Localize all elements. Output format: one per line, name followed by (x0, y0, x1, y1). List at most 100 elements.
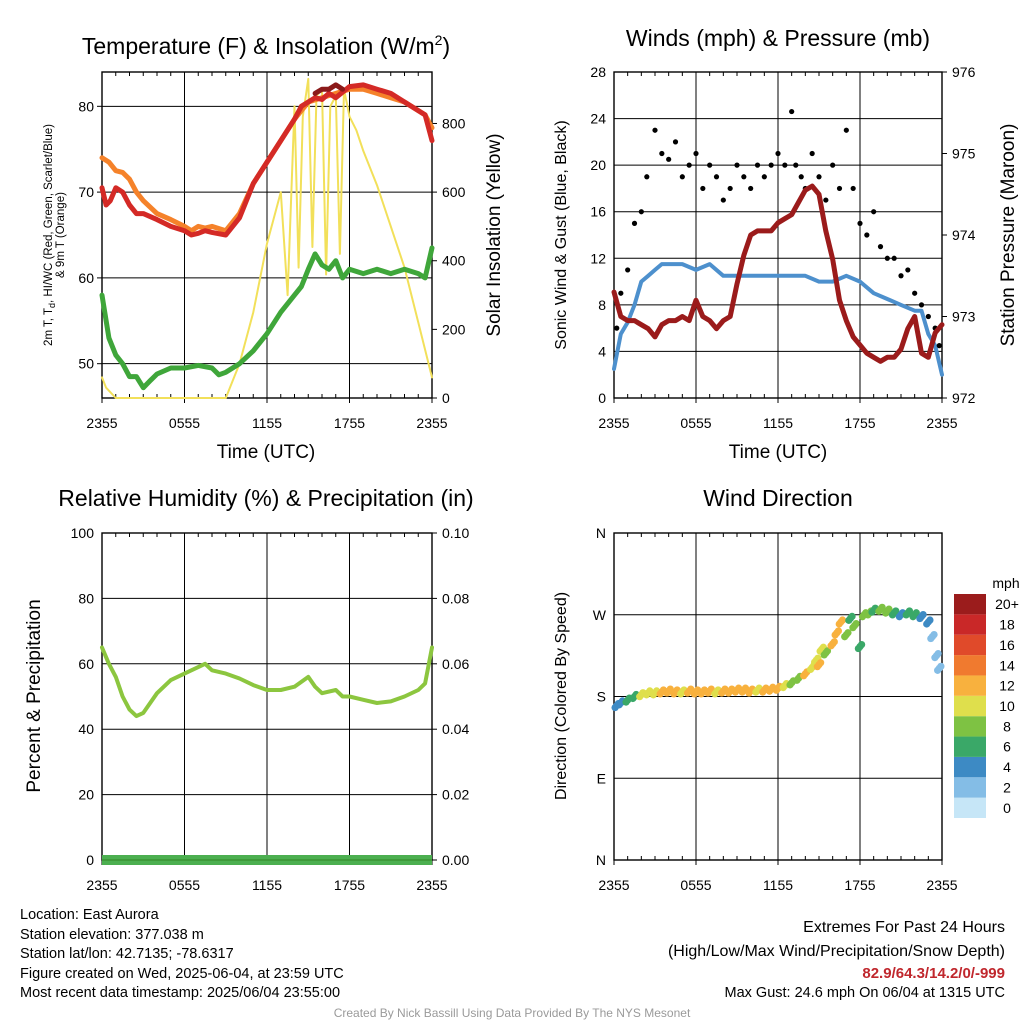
temperature-xlabel: Time (UTC) (217, 442, 316, 463)
gust-point (713, 174, 720, 180)
y2-tick-label: 0.08 (442, 590, 469, 606)
gust-point (918, 302, 925, 308)
extremes-subheader: (High/Low/Max Wind/Precipitation/Snow De… (667, 943, 1005, 960)
x-tick-label: 2355 (598, 877, 629, 893)
x-tick-label: 0555 (169, 415, 200, 431)
station-pressure-line (611, 183, 945, 364)
recent-data-text: Most recent data timestamp: 2025/06/04 2… (20, 985, 341, 1001)
gust-point (638, 209, 644, 215)
wind-direction-point (912, 609, 920, 617)
y-tick-label: N (596, 852, 606, 868)
x-tick-label: 2355 (416, 415, 447, 431)
colorbar-swatch (954, 655, 986, 676)
wind-direction-point (905, 607, 914, 615)
gust-point (836, 185, 843, 192)
y-tick-label: 80 (78, 98, 94, 114)
y2-tick-label: 200 (442, 321, 466, 337)
winds-xlabel: Time (UTC) (729, 442, 828, 463)
panel-3-axes: 2355 0555 1155 1755 2355 20 40 60 80 0.00 0.02 0.04… (71, 525, 470, 893)
station-info: Location: East Aurora Station elevation:… (20, 906, 344, 1004)
gust-point (789, 108, 795, 115)
x-tick-label: 1755 (334, 877, 365, 893)
panel-4-axes: 2355 0555 1155 1755 2355 E S W N N (593, 525, 958, 893)
y-tick-label: 28 (590, 64, 606, 80)
y2-tick-label: 0.06 (442, 656, 469, 672)
direction-ylabel: Direction (Colored By Speed) (553, 592, 570, 800)
colorbar-label: 2 (1003, 779, 1011, 795)
wind-direction-point (848, 612, 856, 620)
colorbar-swatch (954, 634, 986, 656)
y-tick-label: 16 (590, 204, 606, 220)
y-tick-label: 40 (78, 721, 94, 737)
temperature-y2label: Solar Insolation (Yellow) (484, 133, 505, 336)
gust-point (700, 185, 706, 192)
gust-point (618, 290, 624, 296)
extremes-header: Extremes For Past 24 Hours (803, 919, 1005, 936)
wind-direction-point (823, 647, 832, 655)
gust-point (925, 313, 931, 320)
gust-point (734, 162, 740, 168)
colorbar-label: 6 (1003, 739, 1011, 755)
gust-point (672, 139, 679, 145)
y-tick-label: 20 (590, 157, 606, 173)
x-tick-label: 0555 (169, 877, 200, 893)
location-text: Location: East Aurora (20, 907, 159, 923)
y2-tick-label: 975 (952, 146, 976, 162)
y-tick-label: 70 (78, 184, 94, 200)
colorbar-swatch (954, 614, 986, 635)
credit-text: Created By Nick Bassill Using Data Provi… (333, 1006, 691, 1020)
humidity-ylabel: Percent & Precipitation (24, 599, 45, 792)
x-tick-label: 1155 (763, 415, 793, 431)
gust-point (905, 267, 911, 273)
y-tick-label: 4 (598, 343, 606, 359)
y-tick-label: E (597, 770, 606, 786)
colorbar-label: 20+ (995, 596, 1019, 612)
colorbar-label: 8 (1003, 718, 1011, 734)
gust-point (857, 220, 863, 226)
colorbar-label: 14 (999, 657, 1015, 673)
gust-point (850, 185, 856, 192)
colorbar-swatch (954, 736, 986, 757)
x-tick-label: 2355 (598, 415, 629, 431)
gust-point (679, 174, 685, 180)
sonic-wind-line (612, 262, 944, 377)
colorbar-unit: mph (992, 575, 1019, 591)
y-tick-label: 12 (590, 250, 606, 266)
winds-panel: Winds (mph) & Pressure (mb) Sonic Wind &… (553, 25, 1019, 463)
colorbar-label: 0 (1003, 800, 1011, 816)
gust-point (644, 174, 650, 180)
colorbar-swatch (954, 594, 986, 615)
gust-point (614, 325, 620, 331)
y2-tick-label: 600 (442, 184, 466, 200)
wind-direction-point (892, 607, 900, 615)
y2-tick-label: 0.10 (442, 525, 469, 541)
gust-point (793, 162, 799, 168)
wind-direction-point (926, 616, 934, 624)
colorbar-swatch (954, 797, 986, 818)
gust-point (891, 255, 897, 261)
y2-tick-label: 800 (442, 115, 466, 131)
y2-tick-label: 972 (952, 390, 976, 406)
y2-tick-label: 400 (442, 253, 466, 269)
gust-point (898, 273, 904, 279)
colorbar-label: 10 (999, 698, 1015, 714)
wind-direction-point (934, 650, 942, 658)
speed-colorbar: 0 2 4 6 8 10 12 14 16 18 20+ (954, 594, 1019, 818)
temperature-panel: Temperature (F) & Insolation (W/m2) 2m T… (43, 32, 505, 463)
dewpoint-line (99, 245, 435, 391)
y2-tick-label: 0.04 (442, 721, 469, 737)
gust-point (748, 185, 754, 192)
gust-point (809, 150, 815, 157)
panel-2-axes: 2355 0555 1155 1755 2355 4 8 12 16 20 24 972 973 974 9… (590, 64, 975, 431)
colorbar-label: 4 (1003, 759, 1011, 775)
wind-direction-point (852, 620, 860, 628)
y-tick-label: 24 (590, 111, 606, 127)
gust-point (798, 174, 804, 180)
wind-direction-point (858, 640, 866, 649)
gust-point (761, 174, 767, 180)
temperature-title: Temperature (F) & Insolation (W/m2) (82, 32, 450, 59)
winds-title: Winds (mph) & Pressure (mb) (626, 25, 930, 51)
gust-point (720, 197, 726, 203)
gust-point (884, 255, 890, 261)
